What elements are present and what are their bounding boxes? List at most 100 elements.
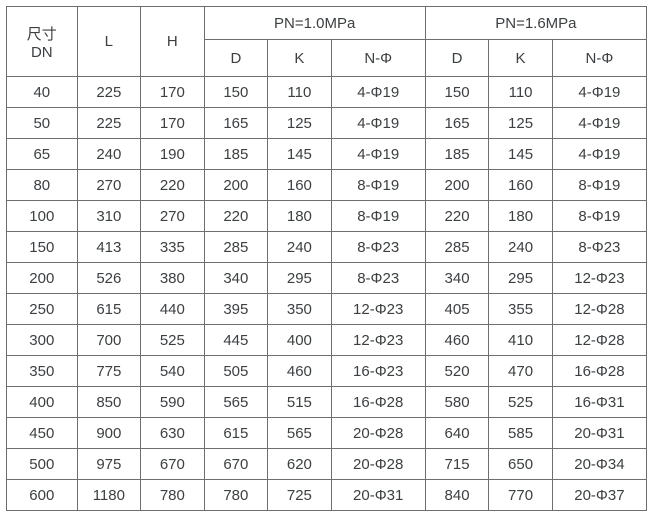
cell-nphi-pn16: 20-Φ31	[552, 418, 646, 449]
cell-nphi-pn10: 8-Φ19	[331, 201, 425, 232]
cell-nphi-pn16: 12-Φ23	[552, 263, 646, 294]
cell-nphi-pn10: 4-Φ19	[331, 77, 425, 108]
col-header-dn: 尺寸 DN	[7, 7, 78, 77]
cell-dn: 50	[7, 108, 78, 139]
table-row: 2005263803402958-Φ2334029512-Φ23	[7, 263, 647, 294]
cell-l: 615	[77, 294, 141, 325]
cell-nphi-pn10: 16-Φ28	[331, 387, 425, 418]
cell-nphi-pn16: 4-Φ19	[552, 77, 646, 108]
table-row: 40085059056551516-Φ2858052516-Φ31	[7, 387, 647, 418]
cell-k-pn16: 770	[489, 480, 553, 511]
cell-l: 270	[77, 170, 141, 201]
cell-d-pn10: 670	[204, 449, 268, 480]
cell-dn: 350	[7, 356, 78, 387]
cell-d-pn16: 200	[425, 170, 489, 201]
cell-d-pn10: 565	[204, 387, 268, 418]
dn-label-line2: DN	[7, 44, 77, 61]
cell-k-pn16: 240	[489, 232, 553, 263]
cell-h: 780	[141, 480, 205, 511]
cell-d-pn16: 185	[425, 139, 489, 170]
cell-nphi-pn10: 8-Φ19	[331, 170, 425, 201]
header-row-1: 尺寸 DN L H PN=1.0MPa PN=1.6MPa	[7, 7, 647, 40]
cell-nphi-pn16: 4-Φ19	[552, 108, 646, 139]
cell-k-pn10: 125	[268, 108, 332, 139]
cell-k-pn16: 585	[489, 418, 553, 449]
table-row: 652401901851454-Φ191851454-Φ19	[7, 139, 647, 170]
cell-k-pn16: 110	[489, 77, 553, 108]
cell-k-pn10: 110	[268, 77, 332, 108]
cell-d-pn16: 220	[425, 201, 489, 232]
cell-l: 900	[77, 418, 141, 449]
table-row: 45090063061556520-Φ2864058520-Φ31	[7, 418, 647, 449]
cell-nphi-pn16: 12-Φ28	[552, 325, 646, 356]
cell-k-pn10: 400	[268, 325, 332, 356]
cell-d-pn10: 780	[204, 480, 268, 511]
cell-h: 630	[141, 418, 205, 449]
col-header-group-pn10: PN=1.0MPa	[204, 7, 425, 40]
table-header: 尺寸 DN L H PN=1.0MPa PN=1.6MPa D K N-Φ D …	[7, 7, 647, 77]
cell-dn: 600	[7, 480, 78, 511]
cell-h: 540	[141, 356, 205, 387]
table-row: 35077554050546016-Φ2352047016-Φ28	[7, 356, 647, 387]
cell-h: 270	[141, 201, 205, 232]
cell-k-pn10: 160	[268, 170, 332, 201]
cell-d-pn16: 520	[425, 356, 489, 387]
cell-nphi-pn16: 16-Φ28	[552, 356, 646, 387]
table-row: 50097567067062020-Φ2871565020-Φ34	[7, 449, 647, 480]
cell-h: 190	[141, 139, 205, 170]
cell-l: 225	[77, 108, 141, 139]
cell-d-pn10: 285	[204, 232, 268, 263]
cell-d-pn16: 150	[425, 77, 489, 108]
cell-nphi-pn10: 4-Φ19	[331, 108, 425, 139]
table-row: 1504133352852408-Φ232852408-Φ23	[7, 232, 647, 263]
cell-d-pn10: 150	[204, 77, 268, 108]
table-row: 25061544039535012-Φ2340535512-Φ28	[7, 294, 647, 325]
cell-nphi-pn16: 8-Φ19	[552, 201, 646, 232]
cell-h: 670	[141, 449, 205, 480]
cell-h: 440	[141, 294, 205, 325]
cell-k-pn16: 525	[489, 387, 553, 418]
cell-k-pn16: 160	[489, 170, 553, 201]
cell-k-pn10: 350	[268, 294, 332, 325]
cell-h: 220	[141, 170, 205, 201]
cell-l: 526	[77, 263, 141, 294]
cell-dn: 500	[7, 449, 78, 480]
cell-k-pn16: 410	[489, 325, 553, 356]
col-header-group-pn16: PN=1.6MPa	[425, 7, 646, 40]
cell-k-pn10: 515	[268, 387, 332, 418]
table-container: 尺寸 DN L H PN=1.0MPa PN=1.6MPa D K N-Φ D …	[0, 0, 653, 517]
cell-d-pn16: 460	[425, 325, 489, 356]
cell-h: 335	[141, 232, 205, 263]
cell-dn: 80	[7, 170, 78, 201]
cell-dn: 65	[7, 139, 78, 170]
cell-dn: 100	[7, 201, 78, 232]
cell-nphi-pn10: 20-Φ28	[331, 449, 425, 480]
cell-d-pn16: 165	[425, 108, 489, 139]
col-header-k-pn10: K	[268, 40, 332, 77]
cell-l: 775	[77, 356, 141, 387]
cell-l: 975	[77, 449, 141, 480]
table-body: 402251701501104-Φ191501104-Φ195022517016…	[7, 77, 647, 511]
dn-label-line1: 尺寸	[7, 23, 77, 44]
cell-k-pn16: 650	[489, 449, 553, 480]
cell-l: 413	[77, 232, 141, 263]
cell-nphi-pn10: 20-Φ28	[331, 418, 425, 449]
col-header-d-pn10: D	[204, 40, 268, 77]
cell-dn: 450	[7, 418, 78, 449]
cell-nphi-pn10: 4-Φ19	[331, 139, 425, 170]
cell-nphi-pn10: 12-Φ23	[331, 294, 425, 325]
cell-k-pn16: 470	[489, 356, 553, 387]
cell-k-pn16: 180	[489, 201, 553, 232]
col-header-nphi-pn16: N-Φ	[552, 40, 646, 77]
col-header-l: L	[77, 7, 141, 77]
cell-l: 225	[77, 77, 141, 108]
cell-nphi-pn16: 20-Φ34	[552, 449, 646, 480]
col-header-k-pn16: K	[489, 40, 553, 77]
cell-nphi-pn16: 8-Φ19	[552, 170, 646, 201]
table-row: 802702202001608-Φ192001608-Φ19	[7, 170, 647, 201]
cell-nphi-pn10: 20-Φ31	[331, 480, 425, 511]
cell-k-pn10: 295	[268, 263, 332, 294]
cell-nphi-pn10: 12-Φ23	[331, 325, 425, 356]
cell-nphi-pn10: 16-Φ23	[331, 356, 425, 387]
cell-d-pn10: 220	[204, 201, 268, 232]
